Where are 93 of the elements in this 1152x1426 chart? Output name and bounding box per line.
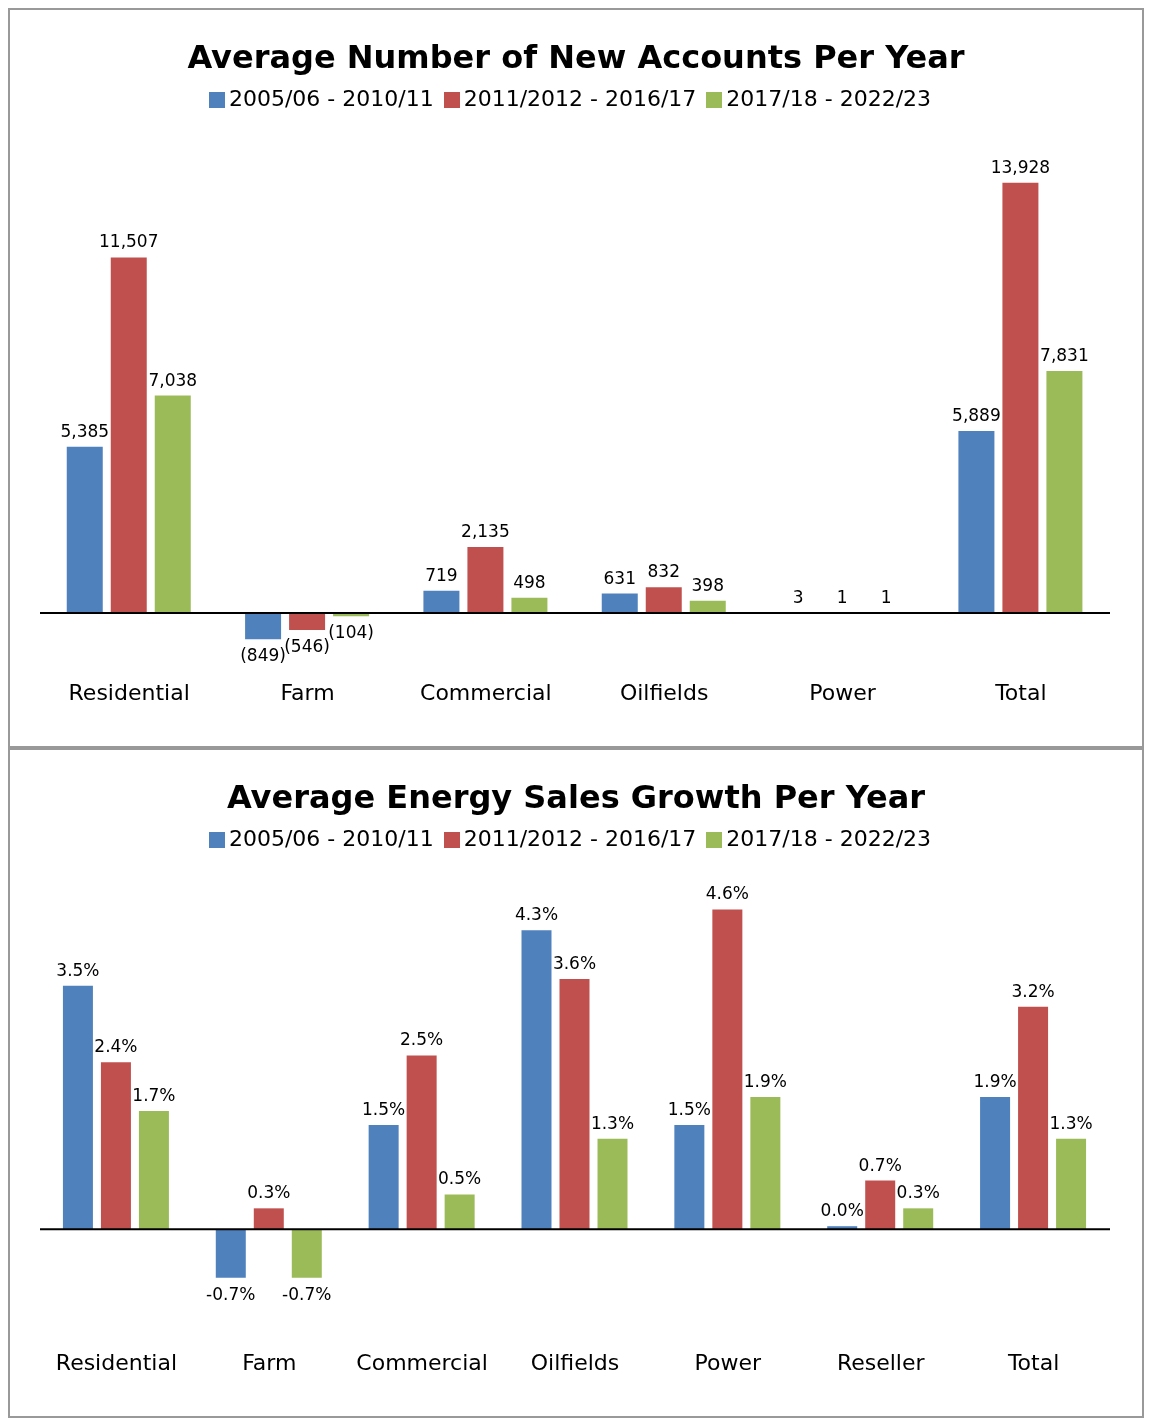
x-tick-label: Reseller xyxy=(836,1349,926,1375)
data-label: 1.9% xyxy=(973,1071,1017,1092)
data-label: 0.3% xyxy=(247,1182,291,1203)
bar xyxy=(289,613,326,630)
bar xyxy=(521,930,552,1230)
bar xyxy=(138,1111,169,1230)
chart-title: Average Number of New Accounts Per Year xyxy=(186,38,966,76)
bar xyxy=(958,431,995,614)
data-label: 3.5% xyxy=(56,959,100,980)
data-label: 631 xyxy=(603,567,636,588)
data-label: 1.9% xyxy=(743,1071,787,1092)
bar xyxy=(291,1229,322,1278)
bar xyxy=(712,909,743,1230)
data-label: -0.7% xyxy=(282,1283,332,1304)
chart-title: Average Energy Sales Growth Per Year xyxy=(225,778,926,816)
bar xyxy=(980,1097,1011,1230)
data-label: 4.3% xyxy=(514,904,559,925)
data-label: 7,038 xyxy=(148,369,198,390)
data-label: 1.7% xyxy=(132,1085,176,1105)
x-tick-label: Power xyxy=(809,679,877,705)
x-tick-label: Oilfields xyxy=(530,1349,620,1375)
data-label: 5,385 xyxy=(60,420,110,441)
bar xyxy=(253,1208,284,1230)
bar xyxy=(215,1229,246,1278)
bar xyxy=(467,547,504,614)
data-label: 1.5% xyxy=(362,1098,406,1119)
x-tick-label: Commercial xyxy=(356,1349,488,1375)
data-label: 1.3% xyxy=(590,1112,635,1133)
bar xyxy=(903,1208,934,1230)
bar xyxy=(154,395,191,614)
x-tick-label: Farm xyxy=(242,1349,297,1375)
bar xyxy=(865,1180,896,1230)
bar xyxy=(674,1124,705,1230)
data-label: 1.3% xyxy=(1049,1112,1093,1133)
bar xyxy=(601,593,638,614)
bar xyxy=(645,587,682,614)
data-label: 0.0% xyxy=(820,1200,864,1221)
data-label: 498 xyxy=(513,571,546,592)
data-label: 11,507 xyxy=(99,231,159,252)
bar xyxy=(1056,1138,1087,1230)
bar xyxy=(245,613,282,640)
legend-label: 2005/06 - 2010/11 xyxy=(228,86,434,111)
data-label: 3.2% xyxy=(1011,980,1055,1001)
x-tick-label: Oilfields xyxy=(619,679,709,705)
data-label: 2.5% xyxy=(400,1029,444,1050)
bar xyxy=(1002,182,1039,614)
x-tick-label: Farm xyxy=(280,679,335,705)
data-label: 2,135 xyxy=(461,521,510,542)
data-label: 4.6% xyxy=(705,883,749,904)
legend-label: 2017/18 - 2022/23 xyxy=(726,826,932,851)
data-label: 0.3% xyxy=(896,1182,940,1203)
legend-label: 2011/2012 - 2016/17 xyxy=(463,826,697,851)
bar xyxy=(423,590,460,614)
data-label: 719 xyxy=(425,564,458,585)
x-tick-label: Commercial xyxy=(420,679,552,705)
x-tick-label: Power xyxy=(694,1349,763,1375)
bar xyxy=(368,1124,399,1230)
bar xyxy=(511,597,548,614)
data-label: 1 xyxy=(836,587,848,608)
bar xyxy=(110,257,147,614)
data-label: 13,928 xyxy=(990,156,1051,177)
x-tick-label: Residential xyxy=(68,679,190,705)
data-label: 5,889 xyxy=(952,405,1001,426)
legend-label: 2005/06 - 2010/11 xyxy=(228,826,434,851)
legend-label: 2011/2012 - 2016/17 xyxy=(463,86,697,111)
data-label: 398 xyxy=(691,574,724,595)
data-label: 0.7% xyxy=(858,1154,902,1175)
data-label: 7,831 xyxy=(1040,345,1089,366)
bar xyxy=(750,1097,781,1230)
bar xyxy=(100,1062,131,1230)
bar xyxy=(444,1194,475,1230)
data-label: 832 xyxy=(647,561,680,582)
bar xyxy=(559,978,590,1230)
bar xyxy=(62,985,93,1230)
data-label: (546) xyxy=(284,635,330,656)
data-label: (849) xyxy=(240,645,286,666)
bar xyxy=(597,1138,628,1230)
data-label: 3 xyxy=(792,586,804,607)
bar xyxy=(1046,371,1083,614)
legend-label: 2017/18 - 2022/23 xyxy=(726,86,932,111)
data-label: (104) xyxy=(328,622,374,643)
data-label: 2.4% xyxy=(94,1036,138,1057)
data-label: -0.7% xyxy=(206,1283,256,1304)
x-tick-label: Total xyxy=(1006,1349,1060,1375)
bar xyxy=(406,1055,437,1230)
bar xyxy=(1018,1006,1049,1230)
data-label: 3.6% xyxy=(552,952,597,973)
data-label: 0.5% xyxy=(438,1168,482,1189)
data-label: 1.5% xyxy=(667,1098,711,1119)
bar xyxy=(66,446,103,614)
x-tick-label: Total xyxy=(994,679,1047,705)
data-label: 1 xyxy=(880,587,892,608)
x-tick-label: Residential xyxy=(55,1349,178,1375)
